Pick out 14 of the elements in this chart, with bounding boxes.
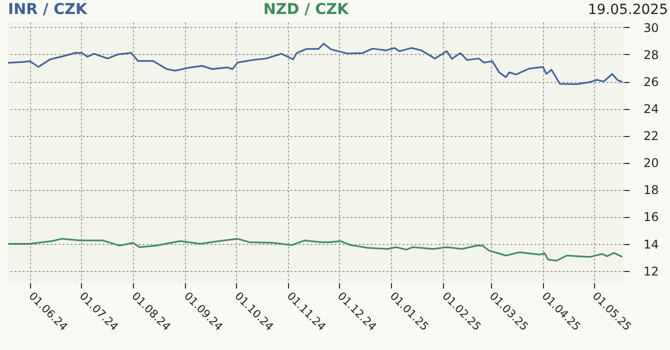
- text: INR / CZK: [8, 0, 88, 18]
- text: 19.05.2025: [588, 2, 668, 18]
- y-tick-label: 26: [644, 75, 659, 90]
- y-tick-label: 28: [644, 48, 659, 62]
- y-tick-label: 20: [644, 156, 659, 170]
- y-tick-label: 12: [644, 264, 659, 278]
- y-tick-label: 30: [644, 20, 659, 35]
- y-tick-label: 14: [644, 237, 659, 252]
- y-tick-label: 18: [644, 183, 659, 198]
- y-tick-label: 16: [644, 210, 659, 224]
- text: NZD / CZK: [263, 0, 350, 18]
- y-tick-label: 22: [644, 129, 659, 144]
- line-series: [8, 238, 624, 262]
- y-tick-label: 24: [644, 102, 659, 116]
